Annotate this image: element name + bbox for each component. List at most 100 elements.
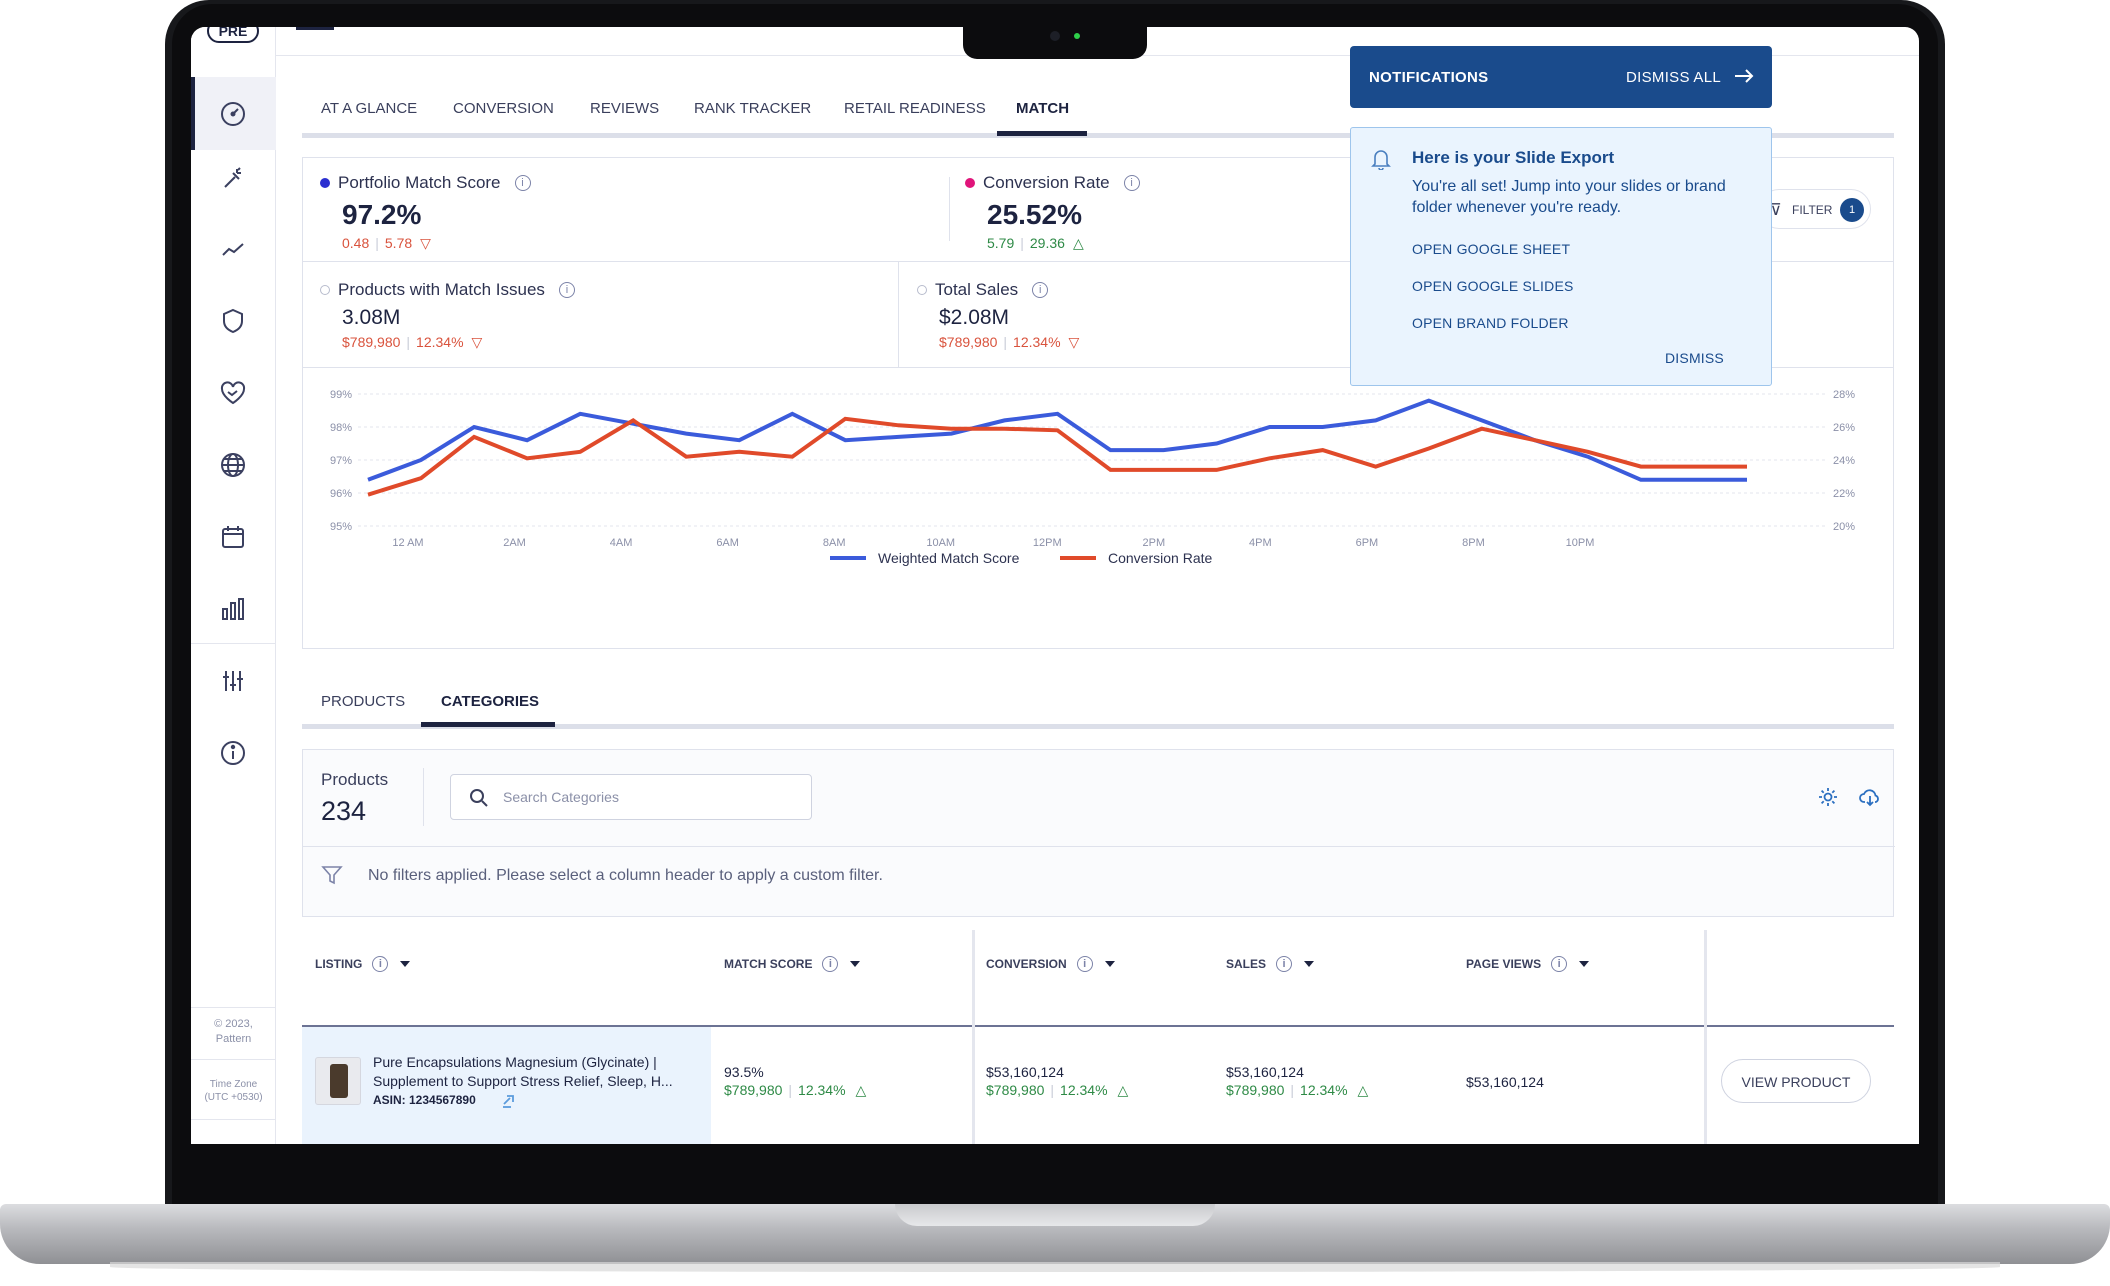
tab-reviews[interactable]: REVIEWS (590, 100, 660, 117)
filter-button[interactable]: ⊽ FILTER 1 (1759, 189, 1871, 229)
sliders-icon[interactable] (219, 667, 247, 695)
tab-retail-readiness[interactable]: RETAIL READINESS (844, 100, 986, 117)
col-header-page-views[interactable]: PAGE VIEWS i (1466, 956, 1590, 972)
trend-down-icon: ▽ (420, 235, 431, 251)
shield-icon[interactable] (219, 307, 247, 335)
sort-caret-icon[interactable] (1304, 961, 1315, 967)
trend-up-icon: △ (1117, 1082, 1129, 1098)
arrow-right-icon[interactable] (1734, 68, 1754, 84)
kpi-change-abs: $789,980 (939, 334, 998, 350)
chart-svg: 99% 28% 98% 26% 97% 24% 96% 22% 95% 20% 12 AM 2AM 4A… (330, 389, 1855, 566)
col-header-listing[interactable]: LISTING i (315, 956, 411, 972)
filter-funnel-icon (321, 866, 343, 885)
trend-down-icon: ▽ (1068, 334, 1080, 350)
y-left-tick-label: 97% (330, 455, 352, 467)
view-product-button[interactable]: VIEW PRODUCT (1721, 1059, 1871, 1103)
magic-wand-icon[interactable] (219, 165, 247, 193)
product-thumbnail[interactable] (315, 1057, 361, 1105)
info-icon[interactable]: i (1123, 175, 1140, 191)
bar-chart-icon[interactable] (219, 595, 247, 623)
subtab-products[interactable]: PRODUCTS (321, 693, 406, 710)
tab-rank-tracker[interactable]: RANK TRACKER (694, 100, 812, 117)
x-tick-label: 12 AM (392, 537, 423, 549)
topbar-accent (296, 27, 334, 30)
sort-caret-icon[interactable] (400, 961, 411, 967)
info-icon[interactable] (219, 739, 247, 767)
y-right-tick-label: 20% (1833, 521, 1855, 533)
trend-down-icon: ▽ (471, 334, 483, 350)
x-tick-label: 2PM (1143, 537, 1166, 549)
dismiss-all-button[interactable]: DISMISS ALL (1626, 69, 1722, 86)
x-tick-label: 12PM (1033, 537, 1062, 549)
info-icon[interactable]: i (822, 956, 839, 972)
trend-up-icon: △ (1072, 235, 1084, 251)
info-icon[interactable]: i (1032, 282, 1049, 298)
product-title[interactable]: Pure Encapsulations Magnesium (Glycinate… (373, 1054, 673, 1089)
cell-value: 93.5% (724, 1064, 764, 1080)
open-google-sheet-link[interactable]: OPEN GOOGLE SHEET (1412, 241, 1571, 257)
series-dot (320, 178, 330, 188)
y-left-tick-label: 98% (330, 422, 352, 434)
open-google-slides-link[interactable]: OPEN GOOGLE SLIDES (1412, 278, 1574, 294)
dashboard-gauge-icon[interactable] (219, 100, 247, 128)
heart-handshake-icon[interactable] (219, 379, 247, 407)
col-header-label: CONVERSION (986, 957, 1067, 971)
table-column-divider (972, 930, 975, 1144)
cell-change-pct: 12.34% (1300, 1082, 1348, 1098)
kpi-label: Total Sales (935, 280, 1019, 299)
sort-caret-icon[interactable] (850, 961, 861, 967)
notification-body: You're all set! Jump into your slides or… (1412, 178, 1726, 216)
subtabs-rail (302, 724, 1894, 729)
products-label: Products (321, 770, 389, 789)
trend-line-icon[interactable] (219, 235, 247, 263)
toolbar-divider (303, 846, 1895, 847)
kpi-change-abs: 5.79 (987, 235, 1015, 251)
col-header-sales[interactable]: SALES i (1226, 956, 1315, 972)
info-icon[interactable]: i (558, 282, 575, 298)
y-right-tick-label: 28% (1833, 389, 1855, 401)
copyright-text: © 2023, Pattern (214, 1018, 253, 1045)
globe-icon[interactable] (219, 451, 247, 479)
filter-icon: ⊽ (1770, 202, 1782, 219)
pre-badge: PRE (207, 27, 259, 43)
calendar-icon[interactable] (219, 523, 247, 551)
x-tick-label: 6AM (716, 537, 739, 549)
col-header-label: PAGE VIEWS (1466, 957, 1542, 971)
kpi-value: 97.2% (342, 199, 422, 230)
info-icon[interactable]: i (1076, 956, 1093, 972)
subtab-active-underline (421, 722, 555, 727)
products-count: 234 (321, 796, 367, 826)
dismiss-notification-button[interactable]: DISMISS (1665, 350, 1724, 366)
info-icon[interactable]: i (1551, 956, 1568, 972)
sort-caret-icon[interactable] (1579, 961, 1590, 967)
kpi-change: 0.48 | 5.78 ▽ (342, 235, 431, 251)
notifications-header: NOTIFICATIONS DISMISS ALL (1350, 46, 1772, 108)
open-brand-folder-link[interactable]: OPEN BRAND FOLDER (1412, 315, 1569, 331)
cloud-download-icon[interactable] (1859, 786, 1881, 808)
search-input[interactable] (501, 783, 801, 811)
tab-at-a-glance[interactable]: AT A GLANCE (321, 100, 418, 117)
cell-page-views: $53,160,124 (1466, 1074, 1544, 1090)
timezone-info: Time Zone (UTC +0530) (204, 1079, 263, 1103)
tab-conversion[interactable]: CONVERSION (453, 100, 554, 117)
sort-caret-icon[interactable] (1104, 961, 1115, 967)
info-icon[interactable]: i (1276, 956, 1293, 972)
kpi-divider (949, 177, 950, 241)
cell-value: $53,160,124 (986, 1064, 1064, 1080)
filter-count-badge: 1 (1840, 198, 1864, 222)
kpi-value: $2.08M (939, 306, 1010, 329)
info-icon[interactable]: i (514, 175, 531, 191)
subtab-categories[interactable]: CATEGORIES (441, 693, 540, 710)
series-line-weighted-match-score (367, 398, 1747, 482)
tab-active-underline (997, 131, 1087, 136)
kpi-label: Conversion Rate (983, 173, 1110, 192)
tab-match[interactable]: MATCH (1016, 100, 1070, 117)
laptop-chin (172, 1144, 1938, 1204)
external-link-icon[interactable] (501, 1093, 517, 1109)
info-icon[interactable]: i (372, 956, 389, 972)
x-tick-label: 10AM (926, 537, 955, 549)
col-header-match-score[interactable]: MATCH SCORE i (724, 956, 861, 972)
settings-gear-icon[interactable] (1817, 786, 1839, 808)
col-header-conversion[interactable]: CONVERSION i (986, 956, 1115, 972)
x-tick-label: 8AM (823, 537, 846, 549)
